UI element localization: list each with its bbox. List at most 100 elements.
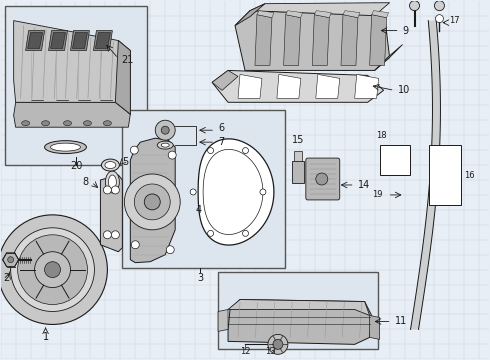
Ellipse shape (83, 121, 92, 126)
Circle shape (435, 1, 444, 11)
Text: 17: 17 (449, 16, 460, 25)
Text: 10: 10 (397, 85, 410, 95)
Polygon shape (238, 75, 262, 98)
Bar (380, 145, 410, 175)
Circle shape (111, 231, 120, 239)
Polygon shape (343, 11, 360, 18)
Text: 7: 7 (218, 137, 224, 147)
Polygon shape (198, 139, 274, 245)
FancyBboxPatch shape (306, 158, 340, 200)
Bar (218, 272, 378, 349)
Circle shape (166, 246, 174, 254)
Ellipse shape (101, 159, 120, 171)
Polygon shape (369, 15, 387, 66)
Ellipse shape (64, 121, 72, 126)
Ellipse shape (157, 141, 173, 149)
Circle shape (131, 241, 139, 249)
Circle shape (260, 189, 266, 195)
Circle shape (144, 194, 160, 210)
Polygon shape (100, 175, 122, 252)
Text: 1: 1 (43, 332, 49, 342)
Bar (294, 151, 302, 161)
Circle shape (208, 148, 214, 153)
Polygon shape (228, 300, 371, 345)
Polygon shape (212, 71, 238, 90)
Polygon shape (228, 300, 369, 315)
Polygon shape (284, 15, 300, 66)
Circle shape (273, 339, 283, 349)
Text: 4: 4 (195, 205, 201, 215)
Circle shape (410, 1, 419, 11)
Polygon shape (316, 75, 340, 98)
Circle shape (161, 126, 169, 134)
Circle shape (11, 228, 95, 311)
Polygon shape (312, 15, 329, 66)
Polygon shape (94, 31, 112, 50)
Polygon shape (50, 32, 66, 49)
Circle shape (8, 257, 14, 263)
Circle shape (316, 173, 328, 185)
Text: 20: 20 (70, 161, 83, 171)
Ellipse shape (22, 121, 29, 126)
Polygon shape (255, 15, 272, 66)
Polygon shape (341, 15, 358, 66)
Text: 12: 12 (240, 347, 250, 356)
Polygon shape (218, 310, 228, 332)
Text: 2: 2 (4, 273, 10, 283)
Text: 13: 13 (265, 347, 275, 356)
Polygon shape (25, 31, 45, 50)
Bar (122, 110, 285, 268)
Ellipse shape (105, 162, 116, 168)
Ellipse shape (45, 141, 86, 154)
Circle shape (35, 252, 71, 288)
Text: 6: 6 (218, 123, 224, 133)
Polygon shape (371, 11, 389, 18)
Polygon shape (96, 32, 110, 49)
Polygon shape (2, 253, 19, 267)
Ellipse shape (161, 143, 169, 147)
Polygon shape (355, 75, 379, 98)
Polygon shape (73, 32, 87, 49)
Circle shape (111, 186, 120, 194)
Text: 3: 3 (197, 273, 203, 283)
Text: 14: 14 (358, 180, 370, 190)
Polygon shape (212, 71, 384, 102)
Text: 9: 9 (403, 26, 409, 36)
Polygon shape (250, 3, 390, 15)
Text: 11: 11 (394, 316, 407, 327)
Text: 18: 18 (376, 131, 387, 140)
Circle shape (124, 174, 180, 230)
Polygon shape (14, 102, 130, 127)
Bar (292, 161, 304, 183)
Circle shape (268, 334, 288, 354)
Ellipse shape (105, 171, 120, 193)
Polygon shape (71, 31, 90, 50)
Polygon shape (49, 31, 68, 50)
Text: 21: 21 (122, 55, 134, 66)
Polygon shape (369, 315, 380, 339)
Ellipse shape (42, 121, 49, 126)
Polygon shape (27, 32, 43, 49)
Circle shape (190, 189, 196, 195)
Circle shape (208, 230, 214, 237)
Circle shape (45, 262, 61, 278)
Circle shape (436, 15, 443, 23)
Circle shape (103, 231, 111, 239)
Circle shape (243, 230, 248, 237)
Circle shape (0, 215, 107, 324)
Circle shape (155, 120, 175, 140)
Polygon shape (235, 11, 390, 71)
Circle shape (103, 186, 111, 194)
Text: 19: 19 (372, 190, 383, 199)
Text: 15: 15 (292, 135, 304, 145)
Circle shape (168, 151, 176, 159)
Ellipse shape (103, 121, 111, 126)
Polygon shape (115, 41, 130, 114)
Polygon shape (375, 45, 403, 71)
Text: 16: 16 (465, 171, 475, 180)
Polygon shape (130, 138, 175, 263)
Polygon shape (314, 11, 331, 18)
Polygon shape (235, 4, 265, 26)
Text: 8: 8 (82, 177, 89, 187)
Polygon shape (14, 21, 130, 114)
